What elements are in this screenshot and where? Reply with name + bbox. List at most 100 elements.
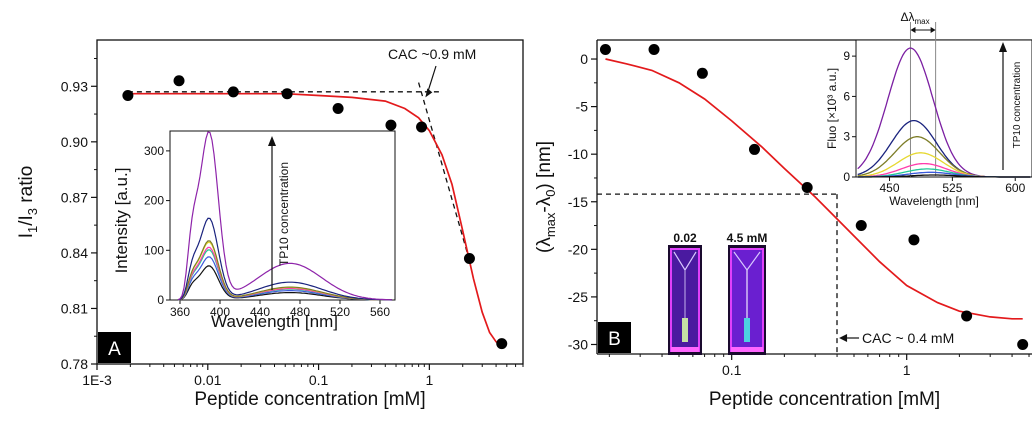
inset-y-tick-label-b-0: 0: [843, 170, 850, 184]
y-tick-label-b-3: -15: [568, 194, 588, 210]
x-axis-title-a: Peptide concentration [mM]: [194, 389, 425, 410]
inset-x-tick-label-b-2: 600: [1005, 181, 1025, 195]
delta-label-b-sub: max: [914, 17, 929, 26]
cac-arrow-line-a: [426, 65, 437, 94]
data-point-b-2: [696, 67, 708, 79]
y-tick-label-a-3: 0.87: [61, 189, 88, 205]
data-point-b-1: [648, 44, 660, 56]
data-point-b-3: [748, 143, 760, 155]
data-point-a-0: [122, 90, 134, 102]
data-point-a-5: [385, 119, 397, 131]
x-tick-label-b-0: 0.1: [722, 362, 742, 378]
y-title-a-sub1: 1: [25, 226, 40, 233]
data-point-b-5: [855, 220, 867, 232]
delta-label-b-main: Δλ: [900, 10, 914, 24]
vial-low-base: [671, 347, 699, 352]
vial-high-glow: [744, 318, 750, 342]
inset-x-tick-label-a-1: 400: [210, 305, 230, 319]
x-tick-label-a-0: 1E-3: [82, 372, 112, 388]
x-tick-label-a-3: 1: [425, 372, 433, 388]
y-title-b-mid: -λ: [534, 196, 555, 212]
y-tick-label-b-1: -5: [576, 99, 589, 115]
inset-arrow-label-b: TP10 concentration: [1012, 62, 1023, 149]
vial-low-glow: [682, 318, 688, 342]
data-point-b-8: [1017, 338, 1029, 350]
data-point-a-4: [332, 103, 344, 115]
vial-high-base: [731, 347, 763, 352]
vial-label-1: 4.5 mM: [727, 231, 768, 245]
inset-y-tick-label-a-3: 300: [144, 144, 164, 158]
inset-spectrum-a-6: [177, 217, 392, 301]
data-point-a-6: [416, 121, 428, 133]
cac-annotation-b: CAC ~ 0.4 mM: [862, 330, 954, 346]
inset-x-tick-label-b-1: 525: [942, 181, 962, 195]
data-point-b-0: [599, 44, 611, 56]
inset-b: 450 525 600 0 3 6 9 Wavelength [nm] Fluo [×10³ a…: [825, 10, 1032, 208]
inset-a: 360 400 440 480 520 560 0 100 200 300 Wavelength […: [112, 130, 396, 331]
y-tick-label-b-0: 0: [580, 51, 588, 67]
x-tick-label-b-1: 1: [903, 362, 911, 378]
inset-arrow-label-a: TP10 concentration: [277, 162, 291, 266]
plot-frame-a: [96, 39, 524, 365]
inset-y-title-a: Intensity [a.u.]: [112, 168, 131, 274]
y-title-a-main: I: [16, 233, 37, 238]
y-axis-title-a: I1/I3 ratio: [16, 166, 40, 239]
inset-y-tick-label-a-0: 0: [157, 293, 164, 307]
delta-arrow-head-right-b: [930, 27, 936, 33]
data-point-b-4: [801, 181, 813, 193]
inset-y-title-b: Fluo [×10³ a.u.]: [825, 68, 839, 149]
inset-y-tick-label-a-1: 100: [144, 243, 164, 257]
inset-x-tick-label-a-5: 560: [370, 305, 390, 319]
panel-label-box-b: [598, 322, 631, 353]
inset-x-tick-label-a-2: 440: [250, 305, 270, 319]
cac-annotation-a: CAC ~0.9 mM: [388, 46, 476, 62]
y-tick-label-b-6: -30: [568, 336, 588, 352]
cac-arrow-head-b: [839, 334, 848, 342]
y-tick-label-a-1: 0.81: [61, 300, 88, 316]
inset-y-tick-label-b-3: 9: [843, 49, 850, 63]
vial-label-0: 0.02: [673, 231, 697, 245]
y-title-b-sub1: max: [543, 212, 558, 237]
y-tick-label-a-5: 0.93: [61, 78, 88, 94]
cac-arrow-head-a: [425, 88, 433, 98]
inset-x-title-b: Wavelength [nm]: [889, 194, 979, 208]
inset-x-tick-label-a-4: 520: [330, 305, 350, 319]
data-point-a-2: [227, 86, 239, 98]
inset-spectrum-a-7: [177, 131, 393, 301]
data-point-a-3: [281, 88, 293, 100]
x-axis-title-b: Peptide concentration [mM]: [709, 389, 940, 410]
dashed-guide-a-1: [417, 82, 468, 254]
inset-x-tick-label-a-3: 480: [290, 305, 310, 319]
y-title-b-open: (λ: [534, 237, 555, 253]
fit-curve-a: [127, 92, 503, 347]
delta-arrow-head-left-b: [910, 27, 916, 33]
y-title-a-tail: ratio: [16, 166, 37, 208]
panel-label-b: B: [608, 329, 621, 350]
data-point-b-6: [908, 234, 920, 246]
y-tick-label-a-4: 0.90: [61, 134, 88, 150]
panel-label-box-a: [98, 332, 131, 363]
inset-x-tick-label-a-0: 360: [170, 305, 190, 319]
y-title-b-tail: ) [nm]: [534, 141, 555, 190]
y-tick-label-a-2: 0.84: [61, 245, 88, 261]
y-title-a-slash: /I: [16, 215, 37, 226]
y-tick-label-b-4: -20: [568, 241, 588, 257]
y-tick-label-b-2: -10: [568, 146, 588, 162]
x-tick-label-a-1: 0.01: [194, 372, 221, 388]
data-point-a-7: [463, 252, 475, 264]
delta-label-b: Δλmax: [900, 10, 929, 26]
panel-a: 1E-3 0.01 0.1 1 0.78 0.81 0.84 0.87 0.90 0.93 Pept…: [16, 39, 524, 410]
data-point-a-8: [496, 338, 508, 350]
inset-x-tick-label-b-0: 450: [880, 181, 900, 195]
inset-frame-a: [169, 130, 396, 301]
x-tick-label-a-2: 0.1: [309, 372, 329, 388]
y-axis-title-b: (λmax-λ0) [nm]: [534, 141, 558, 253]
y-tick-label-b-5: -25: [568, 289, 588, 305]
inset-arrow-head-b: [999, 42, 1007, 52]
panel-label-a: A: [108, 339, 121, 360]
inset-y-tick-label-a-2: 200: [144, 194, 164, 208]
inset-y-tick-label-b-2: 6: [843, 89, 850, 103]
data-point-b-7: [961, 310, 973, 322]
data-point-a-1: [173, 75, 185, 87]
